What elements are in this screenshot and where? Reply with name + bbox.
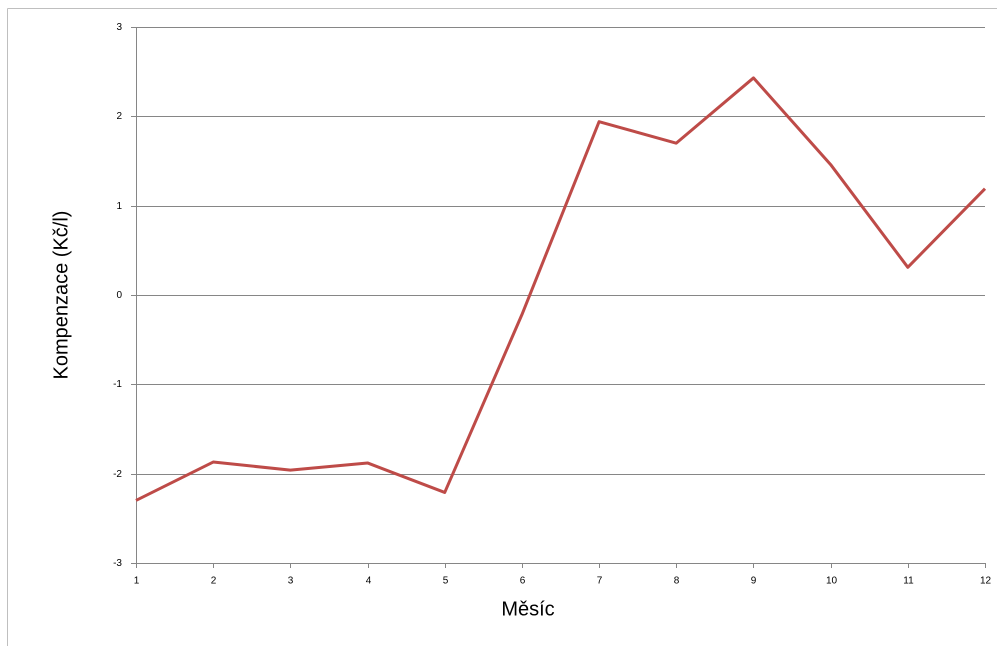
x-axis-title: Měsíc xyxy=(501,598,554,620)
x-tick-label: 6 xyxy=(520,576,526,587)
x-tick-label: 3 xyxy=(288,576,294,587)
x-tick-label: 9 xyxy=(751,576,757,587)
y-tick-label: 2 xyxy=(116,111,122,122)
x-tick-label: 1 xyxy=(134,576,140,587)
y-tick-label: 1 xyxy=(116,201,122,212)
y-tick-label: 0 xyxy=(116,290,122,301)
x-tick-label: 4 xyxy=(366,576,372,587)
x-tick-label: 2 xyxy=(211,576,217,587)
x-tick-label: 12 xyxy=(980,576,992,587)
y-tick-label: -1 xyxy=(113,379,122,390)
y-axis-title: Kompenzace (Kč/l) xyxy=(50,211,72,380)
x-tick-label: 8 xyxy=(674,576,680,587)
x-tick-label: 5 xyxy=(443,576,449,587)
x-tick-label: 10 xyxy=(826,576,838,587)
x-tick-label: 11 xyxy=(903,576,914,587)
y-tick-label: -2 xyxy=(113,469,122,480)
y-tick-label: -3 xyxy=(113,558,122,569)
y-tick-label: 3 xyxy=(116,22,122,33)
data-line xyxy=(135,76,987,502)
x-tick-label: 7 xyxy=(597,576,603,587)
